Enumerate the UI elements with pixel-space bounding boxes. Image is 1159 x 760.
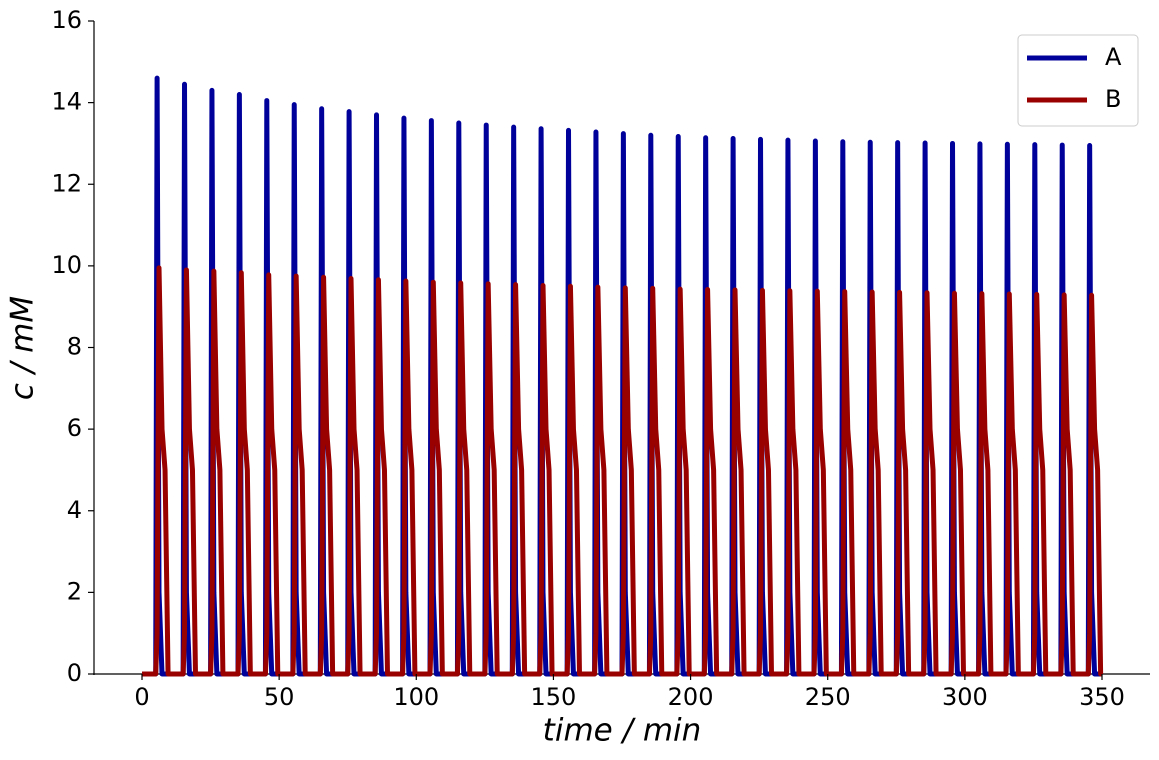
x-tick-label: 200 (668, 683, 714, 711)
y-tick-label: 14 (51, 88, 82, 116)
x-tick-label: 100 (393, 683, 439, 711)
y-tick-label: 10 (51, 251, 82, 279)
x-tick-label: 0 (134, 683, 149, 711)
y-tick-label: 4 (67, 496, 82, 524)
x-tick-label: 150 (531, 683, 577, 711)
x-tick-label: 300 (942, 683, 988, 711)
plot-area (142, 75, 1104, 677)
x-tick-label: 50 (264, 683, 295, 711)
y-axis-label: c / mM (5, 296, 41, 400)
x-tick-label: 350 (1079, 683, 1125, 711)
y-tick-label: 12 (51, 169, 82, 197)
y-tick-label: 2 (67, 577, 82, 605)
series-line (142, 75, 1104, 677)
legend-label: B (1105, 85, 1121, 113)
y-tick-label: 8 (67, 333, 82, 361)
series-line (142, 265, 1104, 677)
y-tick-label: 6 (67, 414, 82, 442)
legend-label: A (1105, 43, 1122, 71)
x-axis-label: time / min (543, 713, 702, 749)
y-tick-label: 16 (51, 6, 82, 34)
y-tick-label: 0 (67, 659, 82, 687)
x-tick-label: 250 (805, 683, 851, 711)
